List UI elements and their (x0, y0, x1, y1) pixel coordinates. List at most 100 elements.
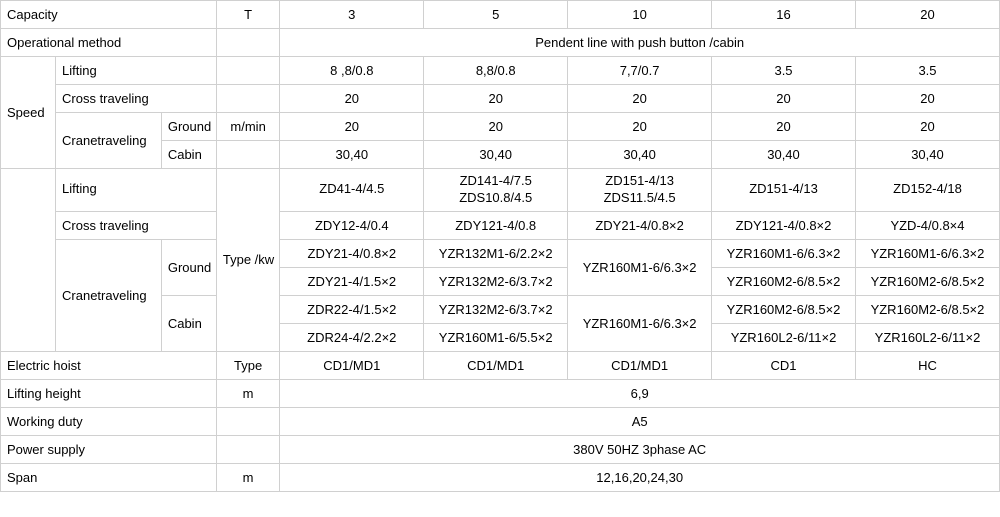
table-row: Cranetraveling Ground ZDY21-4/0.8×2 YZR1… (1, 239, 1000, 267)
cap-3: 16 (712, 1, 856, 29)
unit-m: m (216, 379, 279, 407)
cross-label-2: Cross traveling (56, 211, 217, 239)
motor-lift-2: ZD151-4/13 ZDS11.5/4.5 (568, 169, 712, 212)
motor-cross-4: YZD-4/0.8×4 (855, 211, 999, 239)
power-supply-label: Power supply (1, 435, 217, 463)
motor-cc-r1-1: YZR132M2-6/3.7×2 (424, 295, 568, 323)
table-row: Operational method Pendent line with pus… (1, 29, 1000, 57)
motor-cross-0: ZDY12-4/0.4 (280, 211, 424, 239)
table-row: Span m 12,16,20,24,30 (1, 463, 1000, 491)
speed-cranec-4: 30,40 (855, 141, 999, 169)
cap-1: 5 (424, 1, 568, 29)
motor-cg-r2-4: YZR160M2-6/8.5×2 (855, 267, 999, 295)
speed-cross-2: 20 (568, 85, 712, 113)
empty-cell (1, 169, 56, 352)
hoist-1: CD1/MD1 (424, 351, 568, 379)
motor-cc-r2-3: YZR160L2-6/11×2 (712, 323, 856, 351)
speed-craneg-4: 20 (855, 113, 999, 141)
table-row: Working duty A5 (1, 407, 1000, 435)
motor-cc-r1-4: YZR160M2-6/8.5×2 (855, 295, 999, 323)
op-method-label: Operational method (1, 29, 217, 57)
motor-cg-r1-1: YZR132M1-6/2.2×2 (424, 239, 568, 267)
empty-cell (216, 85, 279, 113)
empty-cell (216, 407, 279, 435)
motor-cg-r2-3: YZR160M2-6/8.5×2 (712, 267, 856, 295)
motor-cc-r2-1: YZR160M1-6/5.5×2 (424, 323, 568, 351)
hoist-3: CD1 (712, 351, 856, 379)
empty-cell (216, 141, 279, 169)
motor-lift-4: ZD152-4/18 (855, 169, 999, 212)
speed-craneg-1: 20 (424, 113, 568, 141)
speed-lifting-4: 3.5 (855, 57, 999, 85)
cabin-label-2: Cabin (161, 295, 216, 351)
cap-4: 20 (855, 1, 999, 29)
motor-lift-3: ZD151-4/13 (712, 169, 856, 212)
span-label: Span (1, 463, 217, 491)
motor-cg-r2-0: ZDY21-4/1.5×2 (280, 267, 424, 295)
motor-lift-1: ZD141-4/7.5 ZDS10.8/4.5 (424, 169, 568, 212)
hoist-2: CD1/MD1 (568, 351, 712, 379)
speed-craneg-2: 20 (568, 113, 712, 141)
empty-cell (216, 29, 279, 57)
table-row: Lifting height m 6,9 (1, 379, 1000, 407)
ground-label: Ground (161, 113, 216, 141)
speed-lifting-3: 3.5 (712, 57, 856, 85)
speed-craneg-3: 20 (712, 113, 856, 141)
empty-cell (216, 57, 279, 85)
motor-cg-r1-4: YZR160M1-6/6.3×2 (855, 239, 999, 267)
hoist-0: CD1/MD1 (280, 351, 424, 379)
type-kw-label: Type /kw (216, 169, 279, 352)
table-row: Lifting Type /kw ZD41-4/4.5 ZD141-4/7.5 … (1, 169, 1000, 212)
hoist-4: HC (855, 351, 999, 379)
op-method-val: Pendent line with push button /cabin (280, 29, 1000, 57)
motor-cross-1: ZDY121-4/0.8 (424, 211, 568, 239)
speed-cross-3: 20 (712, 85, 856, 113)
speed-cranec-2: 30,40 (568, 141, 712, 169)
table-row: Cranetraveling Ground m/min 20 20 20 20 … (1, 113, 1000, 141)
speed-label: Speed (1, 57, 56, 169)
cap-0: 3 (280, 1, 424, 29)
cap-2: 10 (568, 1, 712, 29)
lifting-label: Lifting (56, 57, 217, 85)
unit-t: T (216, 1, 279, 29)
table-row: Electric hoist Type CD1/MD1 CD1/MD1 CD1/… (1, 351, 1000, 379)
speed-cross-0: 20 (280, 85, 424, 113)
motor-cg-r1-2: YZR160M1-6/6.3×2 (568, 239, 712, 295)
speed-cranec-0: 30,40 (280, 141, 424, 169)
empty-cell (216, 435, 279, 463)
lifting-height-val: 6,9 (280, 379, 1000, 407)
table-row: Cross traveling ZDY12-4/0.4 ZDY121-4/0.8… (1, 211, 1000, 239)
motor-cc-r1-0: ZDR22-4/1.5×2 (280, 295, 424, 323)
motor-cc-r1-3: YZR160M2-6/8.5×2 (712, 295, 856, 323)
cross-label: Cross traveling (56, 85, 217, 113)
lifting-label-2: Lifting (56, 169, 217, 212)
speed-cross-1: 20 (424, 85, 568, 113)
lifting-height-label: Lifting height (1, 379, 217, 407)
electric-hoist-label: Electric hoist (1, 351, 217, 379)
span-val: 12,16,20,24,30 (280, 463, 1000, 491)
motor-cross-3: ZDY121-4/0.8×2 (712, 211, 856, 239)
speed-cranec-3: 30,40 (712, 141, 856, 169)
speed-lifting-0: 8 ,8/0.8 (280, 57, 424, 85)
motor-cc-r2-0: ZDR24-4/2.2×2 (280, 323, 424, 351)
ground-label-2: Ground (161, 239, 216, 295)
speed-lifting-2: 7,7/0.7 (568, 57, 712, 85)
motor-cc-r2-4: YZR160L2-6/11×2 (855, 323, 999, 351)
capacity-label: Capacity (1, 1, 217, 29)
cranetraveling-label-2: Cranetraveling (56, 239, 162, 351)
type-label: Type (216, 351, 279, 379)
table-row: Cross traveling 20 20 20 20 20 (1, 85, 1000, 113)
table-row: Capacity T 3 5 10 16 20 (1, 1, 1000, 29)
power-supply-val: 380V 50HZ 3phase AC (280, 435, 1000, 463)
cabin-label: Cabin (161, 141, 216, 169)
m-min-label: m/min (216, 113, 279, 141)
speed-craneg-0: 20 (280, 113, 424, 141)
motor-cross-2: ZDY21-4/0.8×2 (568, 211, 712, 239)
table-row: Power supply 380V 50HZ 3phase AC (1, 435, 1000, 463)
unit-m-2: m (216, 463, 279, 491)
speed-cross-4: 20 (855, 85, 999, 113)
motor-cg-r2-1: YZR132M2-6/3.7×2 (424, 267, 568, 295)
motor-cg-r1-0: ZDY21-4/0.8×2 (280, 239, 424, 267)
working-duty-val: A5 (280, 407, 1000, 435)
working-duty-label: Working duty (1, 407, 217, 435)
